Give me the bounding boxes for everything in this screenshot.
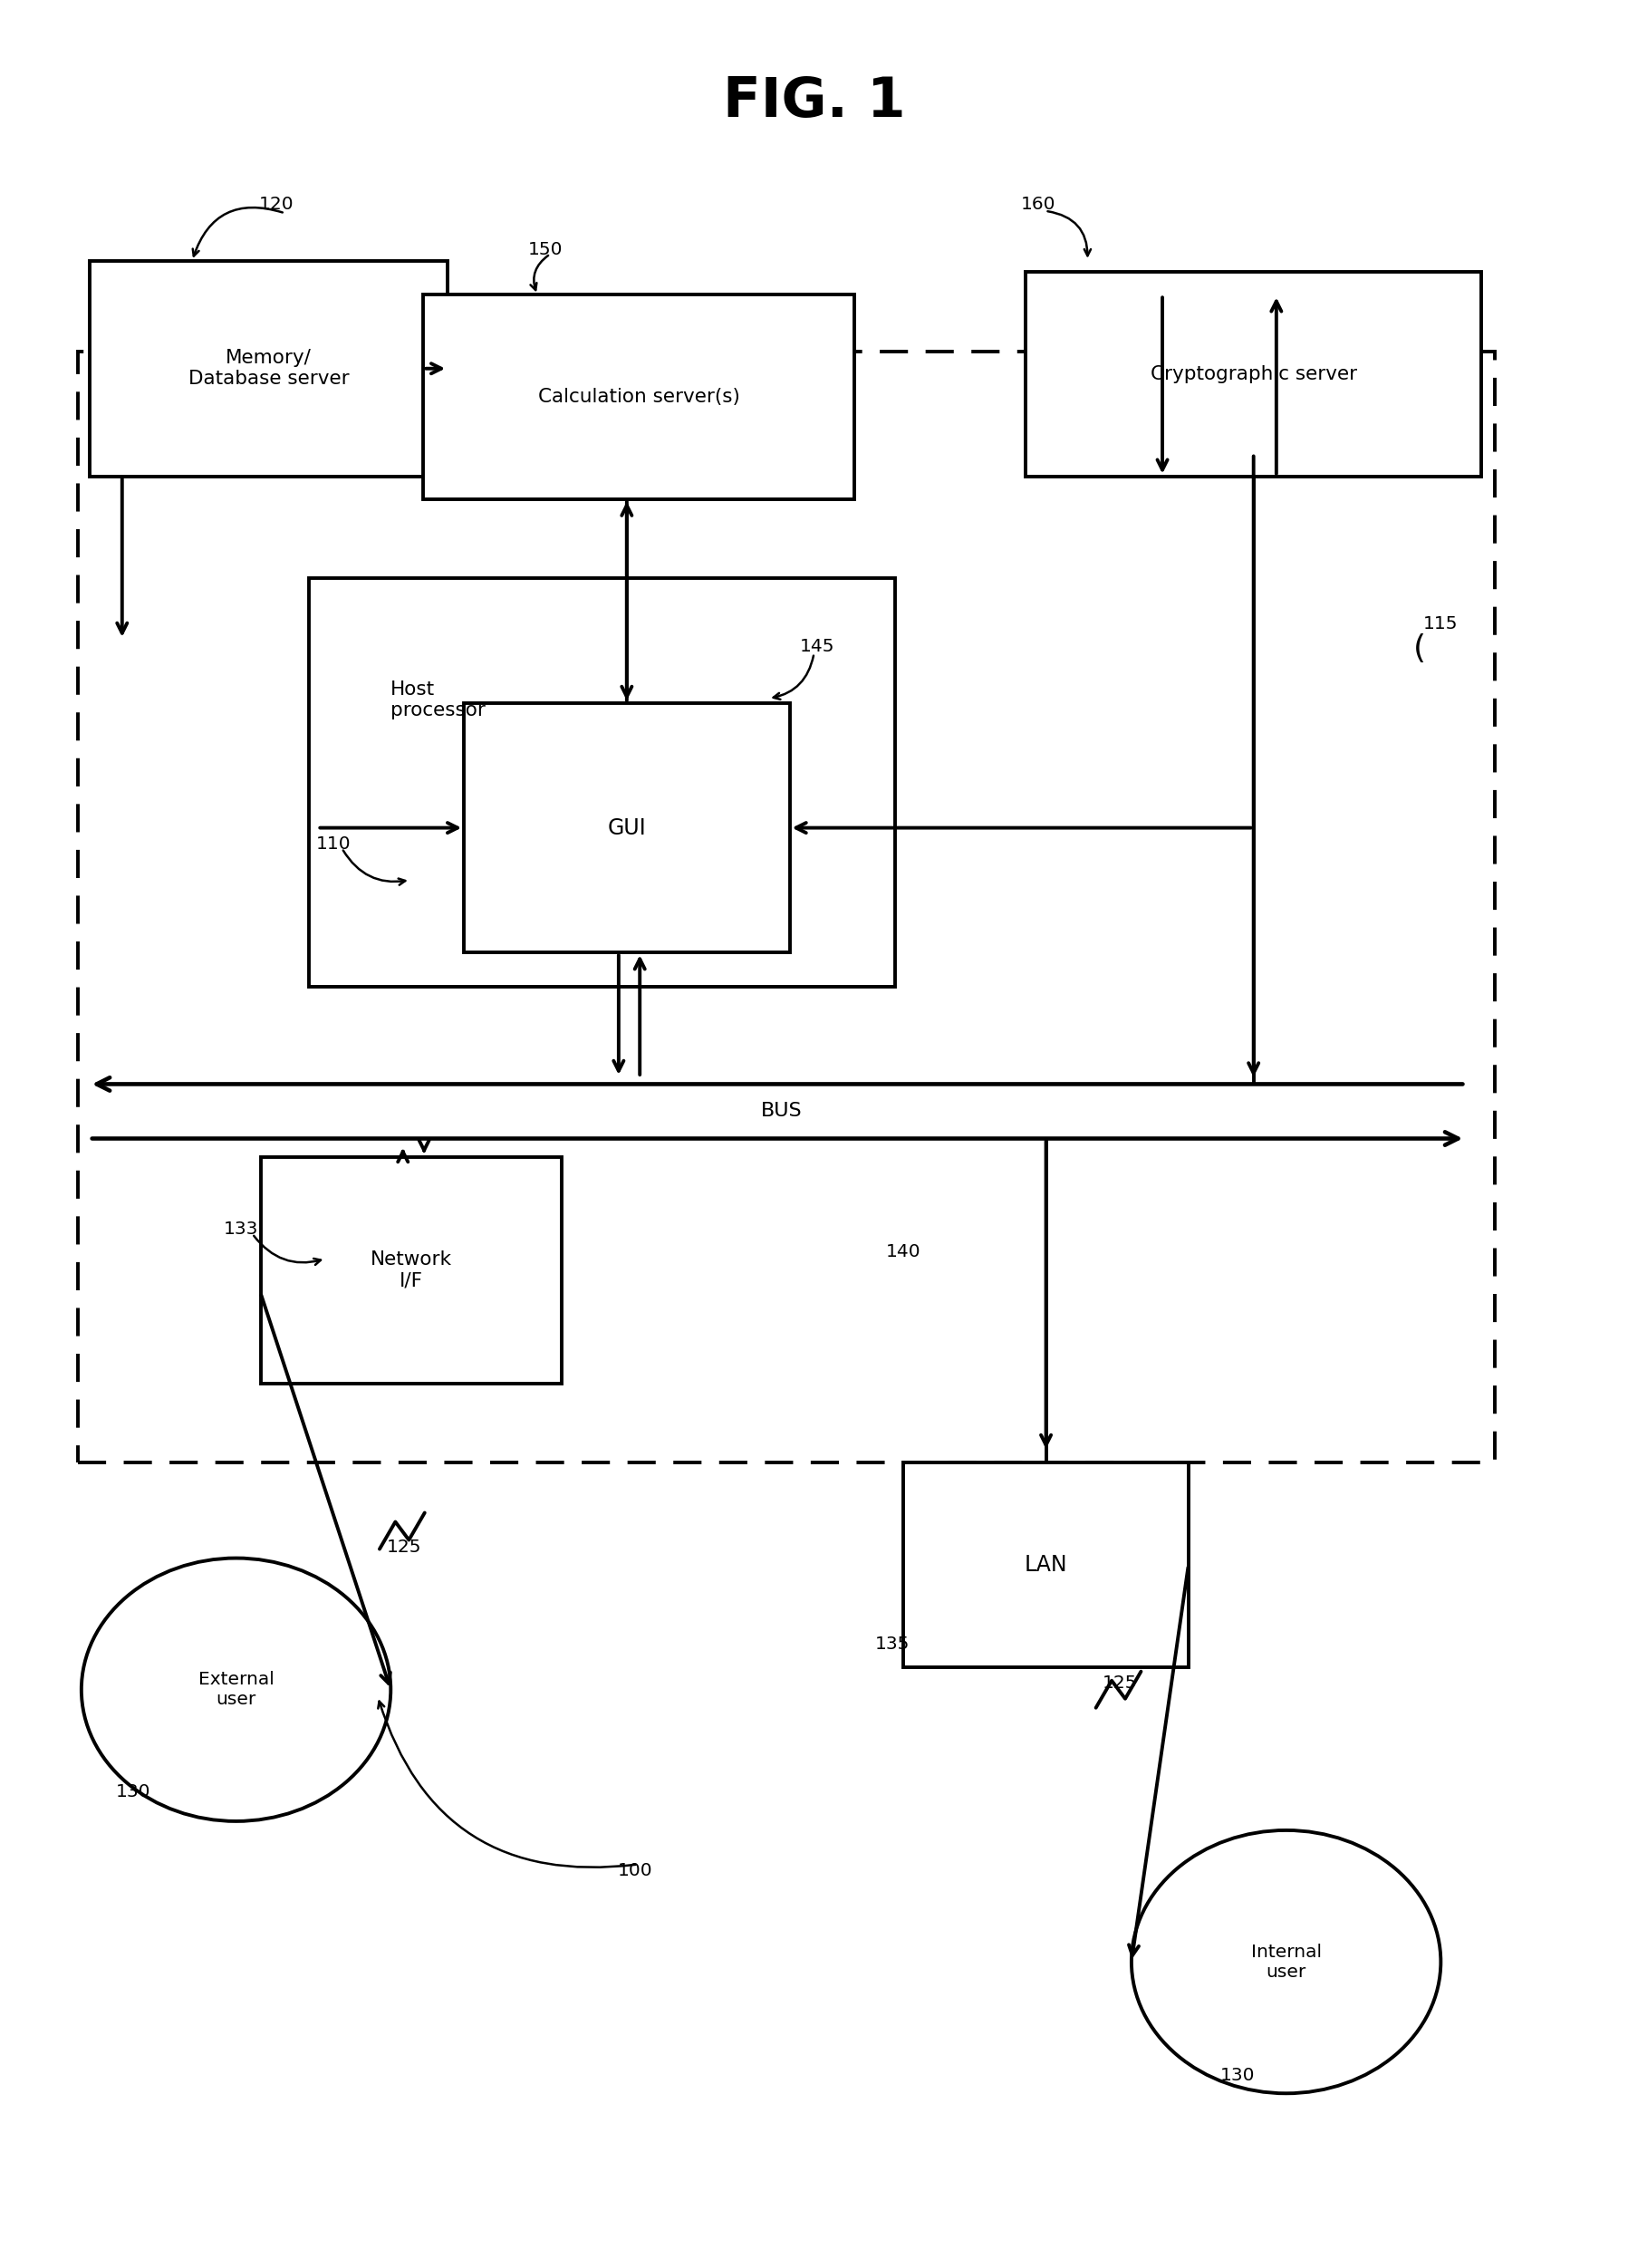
Bar (464, 703, 790, 953)
Text: 130: 130 (116, 1783, 151, 1801)
Text: 160: 160 (1021, 195, 1057, 213)
Text: 115: 115 (1423, 615, 1459, 633)
Bar (260, 1157, 562, 1383)
Bar (1026, 272, 1481, 476)
Bar (90, 261, 448, 476)
Text: Host
processor: Host processor (391, 680, 485, 719)
Text: External
user: External user (199, 1672, 274, 1708)
Text: 135: 135 (874, 1635, 910, 1653)
Bar (423, 295, 855, 499)
Ellipse shape (1131, 1830, 1441, 2093)
Text: 110: 110 (316, 835, 352, 853)
Text: Internal
user: Internal user (1250, 1944, 1322, 1980)
Text: (: ( (1413, 633, 1426, 665)
Text: Cryptographic server: Cryptographic server (1151, 365, 1356, 383)
Text: 125: 125 (1102, 1674, 1138, 1692)
Bar (904, 1463, 1188, 1667)
Text: 120: 120 (259, 195, 295, 213)
Text: GUI: GUI (607, 816, 646, 839)
Text: Calculation server(s): Calculation server(s) (537, 388, 741, 406)
Text: 125: 125 (386, 1538, 422, 1556)
Text: Network
I/F: Network I/F (370, 1250, 453, 1290)
Ellipse shape (81, 1558, 391, 1821)
Text: 140: 140 (886, 1243, 921, 1261)
Text: 145: 145 (799, 637, 835, 655)
Bar (309, 578, 895, 987)
Text: LAN: LAN (1024, 1554, 1068, 1576)
Text: 133: 133 (223, 1220, 259, 1238)
Text: 100: 100 (617, 1862, 653, 1880)
Text: BUS: BUS (760, 1102, 803, 1120)
Text: 150: 150 (527, 240, 563, 259)
Text: FIG. 1: FIG. 1 (723, 75, 905, 129)
Text: 130: 130 (1219, 2066, 1255, 2084)
Bar (78, 352, 1495, 1463)
Text: Memory/
Database server: Memory/ Database server (189, 349, 348, 388)
